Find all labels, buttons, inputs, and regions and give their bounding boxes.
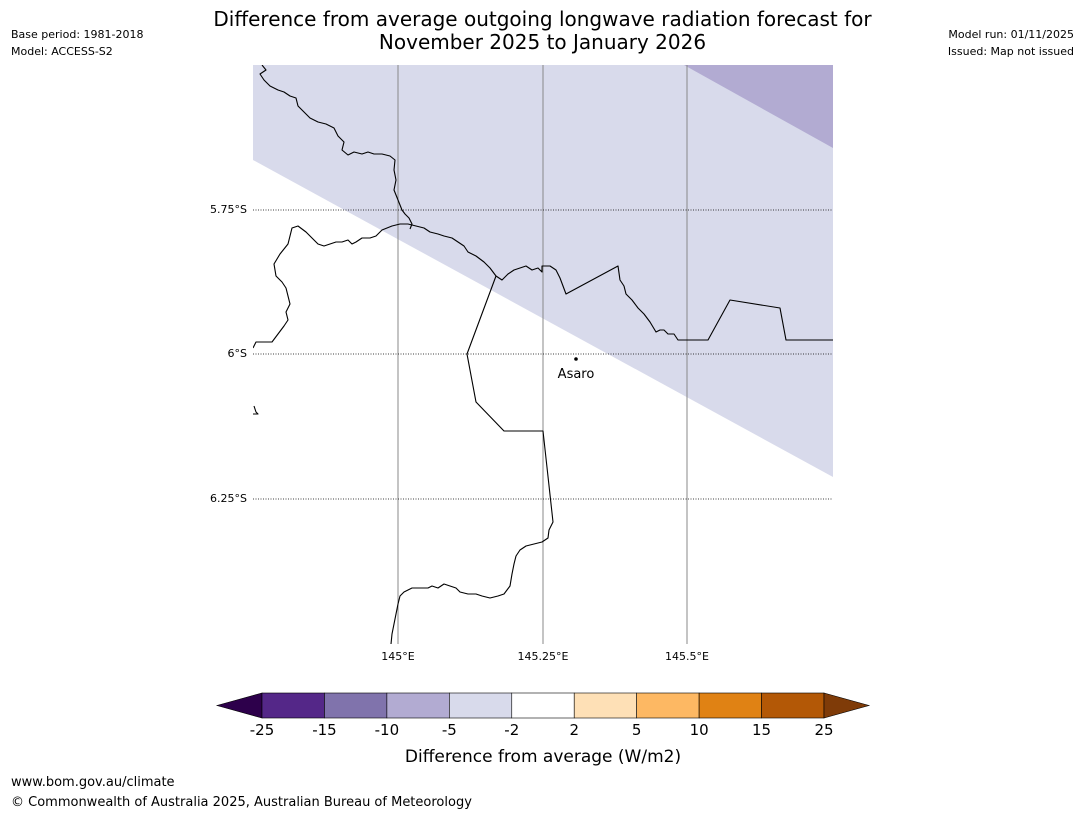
legend-tick-label: 10 bbox=[690, 721, 709, 739]
header-meta-right: Model run: 01/11/2025 Issued: Map not is… bbox=[948, 26, 1074, 60]
legend-tick-label: -10 bbox=[375, 721, 400, 739]
lat-label-5-75s: 5.75°S bbox=[210, 203, 247, 216]
legend-tick-label: -2 bbox=[504, 721, 519, 739]
model-run-text: Model run: 01/11/2025 bbox=[948, 28, 1074, 41]
legend-swatch-6 bbox=[636, 692, 700, 719]
legend-swatch-1 bbox=[324, 692, 388, 719]
legend-extend-low bbox=[215, 692, 263, 719]
boundary-fragment bbox=[253, 405, 259, 415]
lat-label-6s: 6°S bbox=[228, 347, 247, 360]
issued-text: Issued: Map not issued bbox=[947, 45, 1074, 58]
boundary-north-west bbox=[259, 65, 413, 230]
header-meta-left: Base period: 1981-2018 Model: ACCESS-S2 bbox=[11, 26, 143, 60]
lat-label-6-25s: 6.25°S bbox=[210, 492, 247, 505]
lon-label-145e: 145°E bbox=[381, 650, 414, 663]
legend-colorbar bbox=[215, 692, 871, 719]
legend-title: Difference from average (W/m2) bbox=[405, 747, 681, 767]
legend-swatch-0 bbox=[261, 692, 325, 719]
lon-label-145-25e: 145.25°E bbox=[518, 650, 569, 663]
legend-swatch-7 bbox=[698, 692, 762, 719]
legend-swatch-4 bbox=[511, 692, 575, 719]
legend-tick-labels: -25 -15 -10 -5 -2 2 5 10 15 25 bbox=[250, 721, 834, 739]
map-title-line1: Difference from average outgoing longwav… bbox=[213, 7, 872, 31]
map-title-line2: November 2025 to January 2026 bbox=[378, 30, 707, 54]
boundary-ridge bbox=[253, 223, 833, 349]
footer-url: www.bom.gov.au/climate bbox=[11, 775, 175, 790]
base-period-text: Base period: 1981-2018 bbox=[11, 28, 144, 41]
asaro-label: Asaro bbox=[558, 367, 595, 382]
band-minus10-to-minus5 bbox=[684, 65, 833, 148]
legend-tick-label: 15 bbox=[752, 721, 771, 739]
legend-tick-label: 5 bbox=[632, 721, 642, 739]
legend-swatch-2 bbox=[386, 692, 450, 719]
footer-copyright: © Commonwealth of Australia 2025, Austra… bbox=[11, 795, 472, 810]
legend-tick-label: -5 bbox=[442, 721, 457, 739]
boundary-eastern-highlands bbox=[390, 275, 554, 644]
legend-tick-label: 25 bbox=[814, 721, 833, 739]
legend-swatch-3 bbox=[449, 692, 513, 719]
legend-tick-label: -15 bbox=[312, 721, 337, 739]
asaro-marker bbox=[574, 357, 578, 361]
legend-tick-label: -25 bbox=[250, 721, 275, 739]
map-title: Difference from average outgoing longwav… bbox=[0, 8, 1085, 54]
province-boundaries bbox=[253, 65, 833, 644]
legend-extend-high bbox=[823, 692, 871, 719]
legend-swatch-5 bbox=[573, 692, 637, 719]
model-text: Model: ACCESS-S2 bbox=[11, 45, 113, 58]
legend-swatch-8 bbox=[761, 692, 825, 719]
lon-label-145-5e: 145.5°E bbox=[665, 650, 709, 663]
map-plot-area bbox=[253, 65, 833, 644]
legend-tick-label: 2 bbox=[569, 721, 579, 739]
